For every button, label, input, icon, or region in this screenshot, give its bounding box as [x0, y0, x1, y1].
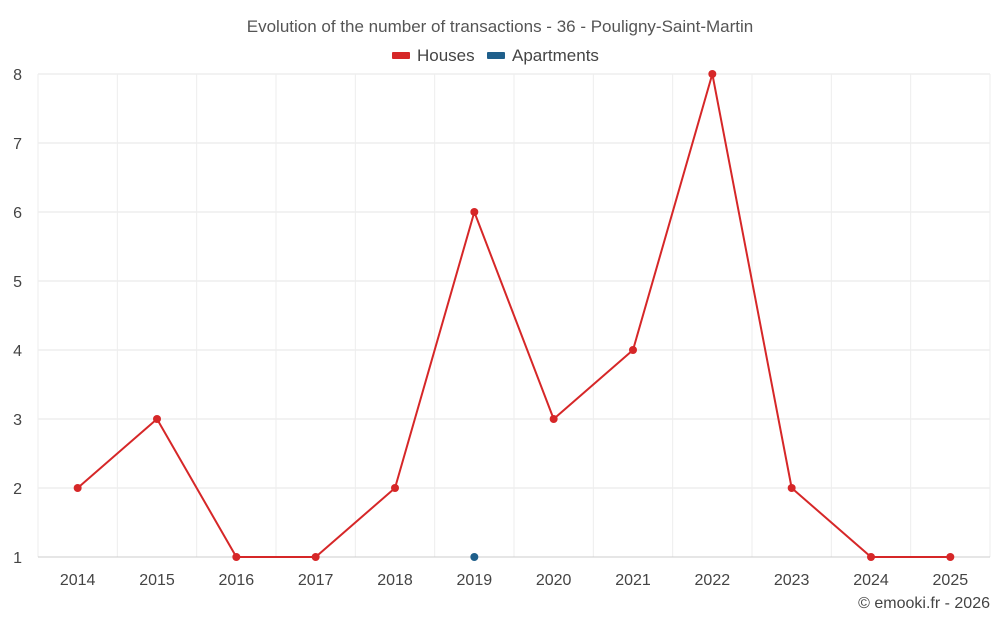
x-tick-label: 2018 [377, 572, 413, 589]
data-point-houses[interactable] [629, 346, 637, 354]
y-tick-label: 3 [13, 412, 22, 429]
y-tick-label: 6 [13, 205, 22, 222]
y-tick-label: 2 [13, 481, 22, 498]
chart-title: Evolution of the number of transactions … [247, 17, 753, 36]
legend-swatch-houses [392, 52, 410, 59]
y-tick-label: 5 [13, 274, 22, 291]
grid [37, 73, 991, 558]
y-tick-label: 7 [13, 136, 22, 153]
x-tick-label: 2020 [536, 572, 572, 589]
x-tick-label: 2016 [219, 572, 255, 589]
y-axis: 1 2 3 4 5 6 7 8 [13, 67, 22, 567]
y-tick-label: 8 [13, 67, 22, 84]
data-point-houses[interactable] [153, 415, 161, 423]
x-tick-label: 2023 [774, 572, 810, 589]
y-tick-label: 1 [13, 550, 22, 567]
data-point-houses[interactable] [470, 208, 479, 216]
legend-swatch-apartments [487, 52, 505, 59]
data-point-houses[interactable] [867, 553, 875, 561]
legend: Houses Apartments [392, 46, 599, 65]
data-point-houses[interactable] [73, 484, 82, 492]
legend-label-apartments[interactable]: Apartments [512, 46, 599, 65]
credit-text: © emooki.fr - 2026 [858, 595, 990, 612]
data-point-houses[interactable] [946, 553, 955, 561]
legend-label-houses[interactable]: Houses [417, 46, 475, 65]
x-tick-label: 2022 [695, 572, 731, 589]
x-axis: 2014 2015 2016 2017 2018 2019 2020 2021 2022 2023… [60, 572, 968, 589]
series-line-houses [77, 73, 951, 558]
y-tick-label: 4 [13, 343, 22, 360]
x-tick-label: 2015 [139, 572, 175, 589]
data-point-houses[interactable] [391, 484, 399, 492]
data-point-houses[interactable] [232, 553, 241, 561]
x-tick-label: 2021 [615, 572, 651, 589]
data-point-apartments[interactable] [470, 553, 479, 561]
data-point-houses[interactable] [549, 415, 558, 423]
data-point-houses[interactable] [311, 553, 320, 561]
x-tick-label: 2024 [853, 572, 889, 589]
data-point-houses[interactable] [787, 484, 796, 492]
data-point-houses[interactable] [708, 70, 717, 78]
x-tick-label: 2014 [60, 572, 96, 589]
series-layer [73, 70, 955, 561]
x-tick-label: 2019 [457, 572, 493, 589]
x-tick-label: 2017 [298, 572, 334, 589]
x-tick-label: 2025 [933, 572, 969, 589]
